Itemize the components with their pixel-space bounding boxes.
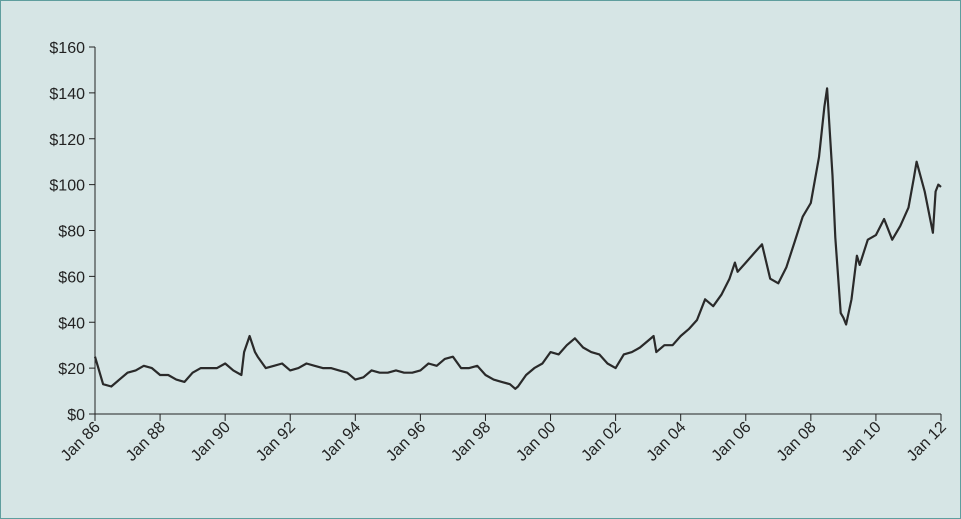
y-tick-label: $160 (49, 40, 85, 57)
y-tick-label: $120 (49, 132, 85, 149)
y-tick-label: $80 (58, 224, 85, 241)
y-tick-label: $140 (49, 86, 85, 103)
y-tick-label: $0 (67, 407, 85, 424)
y-tick-label: $60 (58, 269, 85, 286)
y-tick-label: $100 (49, 178, 85, 195)
y-tick-label: $40 (58, 315, 85, 332)
y-tick-label: $20 (58, 361, 85, 378)
line-series (93, 87, 942, 390)
